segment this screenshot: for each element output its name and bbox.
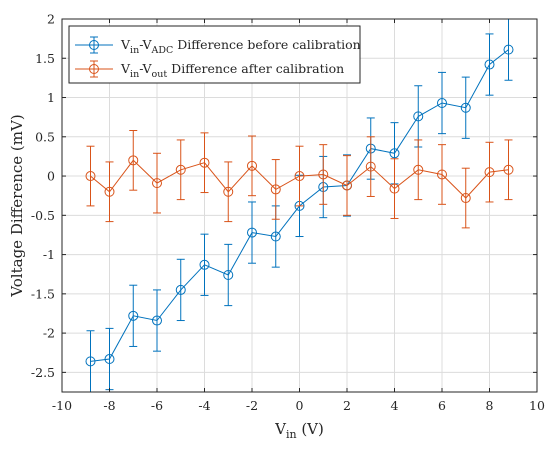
- data-point: [199, 157, 210, 168]
- data-point: [175, 164, 186, 175]
- data-point: [484, 167, 495, 178]
- y-tick-label: 1.5: [35, 51, 55, 66]
- data-point: [503, 44, 514, 55]
- x-tick-label: 0: [296, 398, 304, 413]
- data-point: [270, 231, 281, 242]
- data-point: [128, 310, 139, 321]
- x-tick-label: 2: [343, 398, 351, 413]
- series-line: [90, 159, 509, 199]
- y-tick-label: 1: [47, 90, 55, 105]
- data-point: [104, 186, 115, 197]
- x-tick-label: 10: [529, 398, 545, 413]
- data-point: [460, 102, 471, 113]
- series-2: [85, 130, 514, 229]
- data-point: [413, 164, 424, 175]
- x-tick-label: -6: [151, 398, 163, 413]
- x-tick-label: -8: [103, 398, 115, 413]
- data-point: [85, 356, 96, 367]
- x-tick-label: -10: [52, 398, 72, 413]
- data-point: [152, 178, 162, 189]
- x-tick-label: -2: [246, 398, 258, 413]
- data-point: [437, 98, 447, 109]
- y-tick-label: 0.5: [35, 129, 55, 144]
- legend-item-1: Vin-VADC Difference before calibration: [75, 36, 361, 56]
- data-point: [199, 259, 210, 270]
- data-point: [503, 164, 514, 175]
- data-point: [152, 315, 162, 326]
- x-tick-label: -4: [198, 398, 210, 413]
- data-point: [484, 59, 495, 70]
- data-point: [223, 269, 234, 280]
- data-point: [128, 155, 139, 166]
- legend-marker: [89, 64, 99, 74]
- data-point: [247, 160, 257, 171]
- x-tick-label: 4: [391, 398, 399, 413]
- data-point: [104, 354, 115, 365]
- y-tick-label: -0.5: [31, 208, 55, 223]
- x-tick-label: 8: [486, 398, 494, 413]
- data-point: [365, 161, 376, 172]
- data-point: [175, 284, 186, 295]
- legend-label: Vin-Vout Difference after calibration: [120, 61, 344, 80]
- data-point: [318, 169, 329, 180]
- data-point: [223, 186, 234, 197]
- y-tick-label: -1.5: [31, 286, 55, 301]
- y-tick-label: 2: [47, 12, 55, 27]
- y-tick-label: 0: [47, 169, 55, 184]
- y-axis-label: Voltage Difference (mV): [8, 114, 26, 297]
- data-point: [270, 184, 281, 195]
- legend-marker: [89, 40, 99, 50]
- data-point: [85, 171, 96, 182]
- legend: Vin-VADC Difference before calibration Vi…: [68, 25, 361, 84]
- y-tick-label: -1: [43, 247, 55, 262]
- data-point: [389, 183, 400, 194]
- data-point: [413, 111, 424, 122]
- axis-ticks: -10 -8 -6 -4 -2 0 2 4 6 8 10 -2.5 -2 -1.5 -1 -0.5 0 0.5 1 1…: [31, 12, 545, 414]
- data-point: [342, 180, 352, 191]
- y-tick-label: -2.5: [31, 365, 55, 380]
- data-point: [247, 227, 257, 238]
- data-point: [437, 169, 447, 180]
- legend-box: [68, 25, 361, 84]
- data-point: [460, 193, 471, 204]
- legend-label: Vin-VADC Difference before calibration: [120, 37, 361, 56]
- x-tick-label: 6: [438, 398, 446, 413]
- y-tick-label: -2: [43, 326, 55, 341]
- data-point: [294, 171, 305, 182]
- x-axis-label: Vin (V): [274, 420, 324, 441]
- legend-item-2: Vin-Vout Difference after calibration: [75, 60, 344, 80]
- data-point: [389, 148, 400, 159]
